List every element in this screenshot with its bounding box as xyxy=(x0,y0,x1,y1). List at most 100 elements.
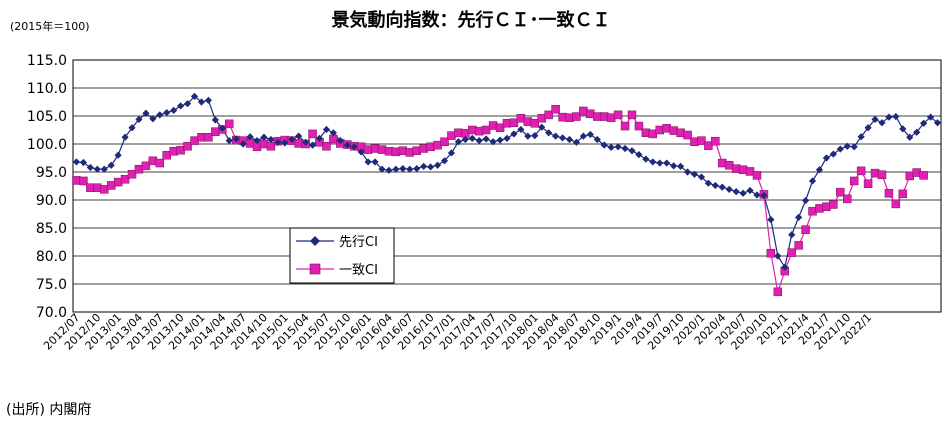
leading-ci-point xyxy=(885,113,893,121)
leading-ci-point xyxy=(649,158,657,166)
leading-ci-point xyxy=(579,132,587,140)
legend-marker-leading xyxy=(310,236,320,246)
coincident-ci-point xyxy=(440,137,449,147)
y-tick-label: 75.0 xyxy=(36,277,67,293)
leading-ci-point xyxy=(836,145,844,153)
leading-ci-point xyxy=(406,165,414,173)
leading-ci-point xyxy=(308,141,317,149)
leading-ci-point xyxy=(635,151,643,159)
series-group xyxy=(72,92,942,297)
coincident-ci-point xyxy=(898,189,908,199)
leading-ci-point xyxy=(760,191,768,200)
leading-ci-point xyxy=(795,213,803,221)
leading-ci-point xyxy=(114,151,122,159)
coincident-ci-point xyxy=(891,199,901,209)
leading-ci-point xyxy=(815,166,824,174)
leading-ci-point xyxy=(371,158,379,166)
leading-ci-point xyxy=(225,137,233,145)
leading-ci-point xyxy=(413,165,421,173)
coincident-ci-point xyxy=(308,129,317,139)
leading-ci-point xyxy=(135,115,143,123)
plot-area xyxy=(72,59,942,313)
coincident-ci-point xyxy=(141,161,151,171)
coincident-ci-point xyxy=(849,176,859,186)
coincident-ci-point xyxy=(620,121,630,131)
coincident-ci-point xyxy=(711,136,720,146)
leading-ci-point xyxy=(739,189,747,197)
coincident-ci-point xyxy=(495,123,505,133)
legend-marker-coincident xyxy=(309,263,321,275)
coincident-ci-point xyxy=(766,248,776,258)
y-tick-label: 80.0 xyxy=(36,249,67,265)
leading-ci-point xyxy=(295,132,303,140)
leading-ci-point xyxy=(183,100,192,108)
coincident-ci-point xyxy=(155,158,165,168)
leading-ci-point xyxy=(913,128,921,136)
leading-ci-point xyxy=(170,106,178,114)
coincident-ci-point xyxy=(843,194,852,204)
legend-label-leading: 先行CI xyxy=(339,235,378,250)
leading-ci-point xyxy=(503,134,511,142)
leading-ci-point xyxy=(357,148,365,156)
coincident-ci-point xyxy=(627,110,637,120)
coincident-ci-point xyxy=(919,171,928,180)
leading-ci-point xyxy=(690,170,699,178)
legend-label-coincident: 一致CI xyxy=(339,263,378,278)
leading-ci-point xyxy=(322,125,331,134)
leading-ci-point xyxy=(746,186,754,195)
y-tick-label: 90.0 xyxy=(36,193,67,209)
leading-ci-point xyxy=(510,130,518,138)
leading-ci-point xyxy=(177,102,185,110)
leading-ci-point xyxy=(232,135,240,143)
coincident-ci-point xyxy=(836,187,845,197)
leading-ci-point xyxy=(732,188,740,196)
leading-ci-point xyxy=(204,96,213,104)
leading-ci-point xyxy=(329,129,337,137)
leading-ci-point xyxy=(239,140,247,148)
leading-ci-point xyxy=(190,92,199,100)
coincident-ci-point xyxy=(801,225,810,234)
y-tick-label: 85.0 xyxy=(36,221,67,237)
coincident-ci-point xyxy=(322,141,331,151)
leading-ci-point xyxy=(399,165,407,173)
unit-label: (2015年＝100) xyxy=(10,19,90,33)
coincident-ci-point xyxy=(127,169,137,179)
leading-ci-point xyxy=(822,154,831,162)
leading-ci-point xyxy=(614,143,622,151)
leading-ci-point xyxy=(621,144,629,153)
leading-ci-point xyxy=(336,137,344,145)
coincident-ci-point xyxy=(856,166,866,176)
leading-ci-point xyxy=(697,173,706,181)
leading-ci-point xyxy=(670,162,678,170)
leading-ci-point xyxy=(253,137,261,145)
y-tick-label: 70.0 xyxy=(36,305,67,321)
coincident-ci-point xyxy=(787,248,796,257)
leading-ci-point xyxy=(489,138,497,146)
coincident-ci-point xyxy=(683,130,692,140)
leading-ci-point xyxy=(475,137,483,145)
leading-ci-point xyxy=(788,231,796,239)
leading-ci-point xyxy=(843,142,851,150)
leading-ci-point xyxy=(642,155,650,163)
legend-box xyxy=(289,227,395,284)
coincident-ci-point xyxy=(79,176,88,186)
leading-ci-point xyxy=(850,143,858,151)
leading-ci-point xyxy=(878,119,886,127)
leading-ci-point xyxy=(531,132,539,140)
leading-ci-point xyxy=(600,141,608,149)
coincident-ci-point xyxy=(773,287,783,297)
leading-ci-point xyxy=(829,150,837,158)
leading-ci-point xyxy=(545,129,553,137)
leading-ci-point xyxy=(774,252,782,260)
leading-ci-point xyxy=(482,135,490,143)
leading-ci-point xyxy=(427,163,435,171)
x-axis: 2012/072012/102013/012013/042013/072013/… xyxy=(41,311,874,353)
leading-ci-point xyxy=(801,196,810,205)
y-tick-label: 100.0 xyxy=(27,137,67,153)
y-tick-label: 110.0 xyxy=(27,81,67,97)
coincident-ci-point xyxy=(704,141,713,150)
leading-ci-point xyxy=(79,158,88,167)
coincident-ci-point xyxy=(530,119,540,128)
leading-ci-point xyxy=(315,134,324,142)
